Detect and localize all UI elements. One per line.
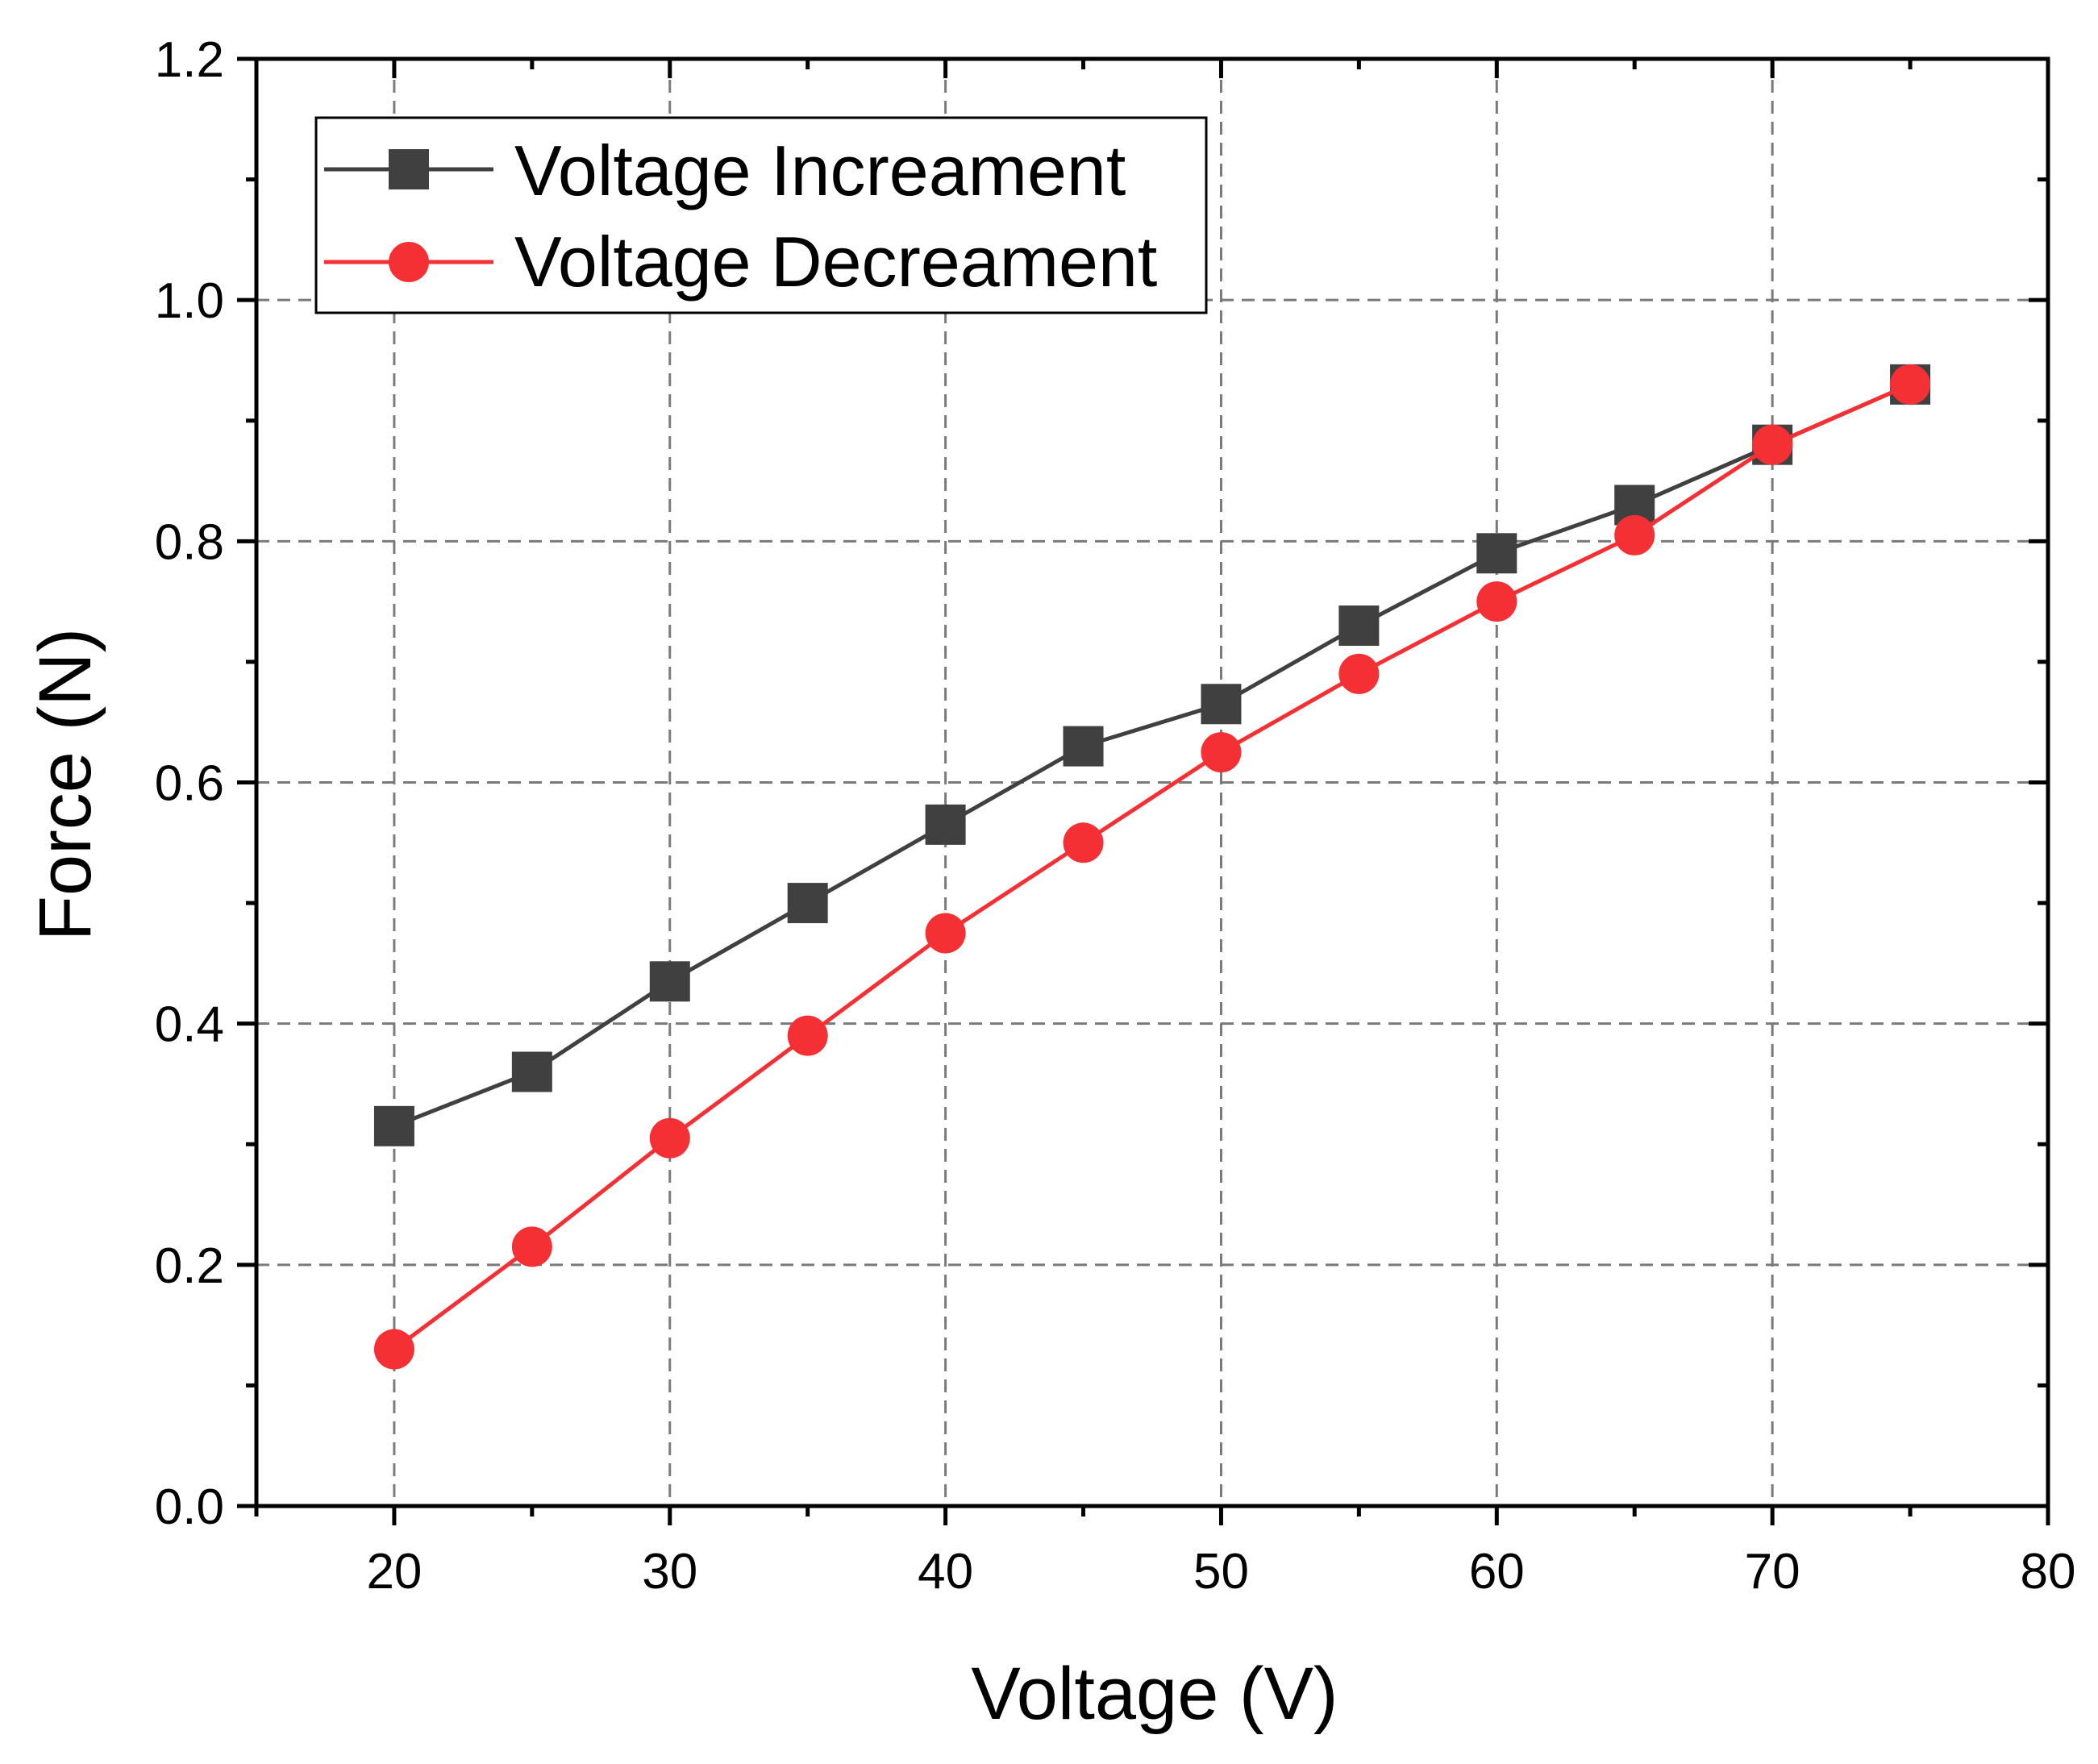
y-axis-title: Force (N) — [24, 628, 106, 941]
legend-marker-circle-icon — [389, 242, 429, 282]
legend-label-voltage-increament: Voltage Increament — [514, 131, 1126, 210]
data-point-voltage-decreament — [1614, 514, 1655, 555]
y-tick-label: 0.2 — [155, 1238, 224, 1294]
data-point-voltage-decreament — [787, 1015, 828, 1056]
data-point-voltage-increament — [787, 883, 828, 924]
x-tick-label: 70 — [1745, 1544, 1800, 1600]
x-axis-title: Voltage (V) — [971, 1653, 1338, 1735]
legend: Voltage Increament Voltage Decreament — [314, 116, 1208, 314]
data-point-voltage-decreament — [1476, 581, 1517, 622]
data-point-voltage-increament — [1063, 726, 1104, 767]
data-point-voltage-decreament — [1752, 424, 1793, 465]
x-tick-label: 80 — [2021, 1544, 2076, 1600]
data-point-voltage-increament — [925, 804, 966, 845]
x-tick-label: 40 — [918, 1544, 973, 1600]
data-point-voltage-decreament — [511, 1226, 552, 1267]
y-tick-label: 0.4 — [155, 997, 224, 1053]
y-tick-label: 0.0 — [155, 1479, 224, 1535]
y-tick-label: 1.0 — [155, 273, 224, 329]
data-point-voltage-increament — [511, 1051, 552, 1092]
series-layer — [373, 364, 1931, 1370]
data-point-voltage-increament — [649, 961, 690, 1002]
y-tick-label: 0.6 — [155, 756, 224, 812]
data-point-voltage-increament — [373, 1105, 414, 1146]
data-point-voltage-increament — [1338, 605, 1380, 647]
data-point-voltage-decreament — [1201, 732, 1242, 773]
data-point-voltage-decreament — [1890, 364, 1931, 405]
x-tick-label: 60 — [1469, 1544, 1525, 1600]
data-point-voltage-decreament — [1063, 822, 1104, 863]
y-tick-label: 0.8 — [155, 514, 224, 570]
series-line-voltage-decreament — [393, 382, 1912, 1351]
data-point-voltage-increament — [1201, 684, 1242, 725]
legend-marker-square-icon — [389, 149, 429, 189]
x-tick-label: 20 — [366, 1544, 422, 1600]
y-tick-label: 1.2 — [155, 32, 224, 88]
data-point-voltage-decreament — [1338, 653, 1380, 694]
data-point-voltage-decreament — [373, 1329, 414, 1370]
x-tick-label: 30 — [642, 1544, 697, 1600]
data-point-voltage-decreament — [925, 913, 966, 954]
axes: 20 30 40 50 60 70 80 0.0 0.2 0.4 0.6 0.8 1.0 1.2 — [155, 32, 2076, 1600]
x-tick-label: 50 — [1193, 1544, 1249, 1600]
legend-box — [314, 116, 1208, 314]
series-line-voltage-increament — [393, 382, 1912, 1129]
legend-label-voltage-decreament: Voltage Decreament — [514, 222, 1157, 302]
data-point-voltage-decreament — [649, 1117, 690, 1159]
data-point-voltage-increament — [1476, 533, 1517, 574]
